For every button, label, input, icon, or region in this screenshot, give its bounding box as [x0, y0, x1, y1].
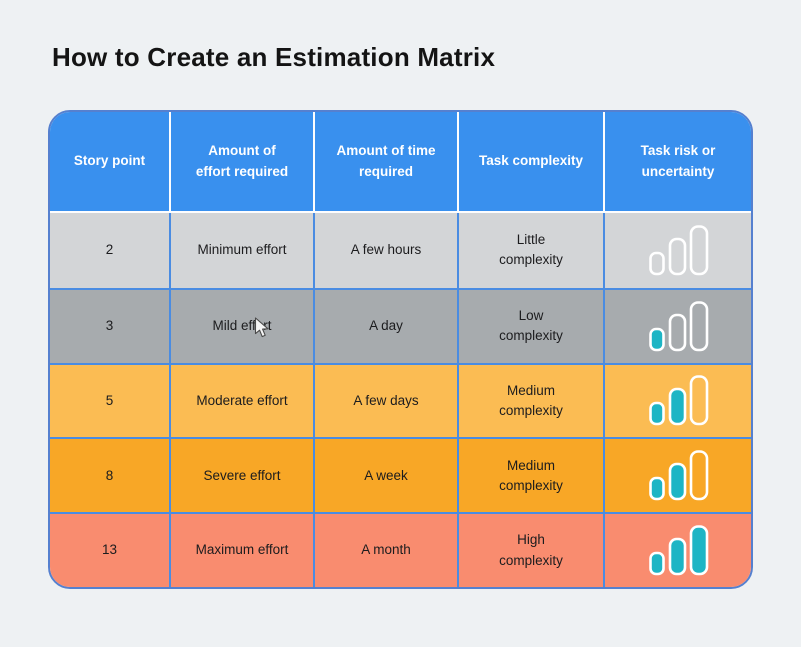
signal-bars-icon: [649, 525, 709, 576]
cell-effort: Mild effort: [171, 287, 315, 363]
signal-bars-icon: [649, 225, 709, 276]
signal-bars-icon: [649, 375, 709, 426]
cell-time: A day: [315, 287, 459, 363]
signal-bars-icon: [649, 450, 709, 501]
cell-story-point: 2: [50, 213, 171, 288]
cell-complexity: Little complexity: [459, 213, 605, 288]
cell-risk-level: [605, 287, 751, 363]
cell-time: A few days: [315, 362, 459, 438]
cell-time: A few hours: [315, 213, 459, 288]
cell-story-point: 8: [50, 437, 171, 513]
cell-risk-level: [605, 362, 751, 438]
signal-bars-icon: [649, 300, 709, 351]
column-header-effort: Amount of effort required: [171, 112, 315, 213]
column-header-story-point: Story point: [50, 112, 171, 213]
cell-risk-level: [605, 512, 751, 587]
cell-risk-level: [605, 213, 751, 288]
cell-story-point: 3: [50, 287, 171, 363]
cell-effort: Moderate effort: [171, 362, 315, 438]
cell-story-point: 13: [50, 512, 171, 587]
cell-complexity: High complexity: [459, 512, 605, 587]
column-header-time: Amount of time required: [315, 112, 459, 213]
column-header-risk: Task risk or uncertainty: [605, 112, 751, 213]
cell-complexity: Low complexity: [459, 287, 605, 363]
cell-risk-level: [605, 437, 751, 513]
cell-effort: Maximum effort: [171, 512, 315, 587]
cell-time: A month: [315, 512, 459, 587]
estimation-matrix-table: Story point Amount of effort required Am…: [48, 110, 753, 589]
cell-complexity: Medium complexity: [459, 437, 605, 513]
cell-effort: Minimum effort: [171, 213, 315, 288]
cell-story-point: 5: [50, 362, 171, 438]
cell-complexity: Medium complexity: [459, 362, 605, 438]
column-header-complexity: Task complexity: [459, 112, 605, 213]
page-title: How to Create an Estimation Matrix: [52, 42, 496, 72]
cell-time: A week: [315, 437, 459, 513]
cell-effort: Severe effort: [171, 437, 315, 513]
